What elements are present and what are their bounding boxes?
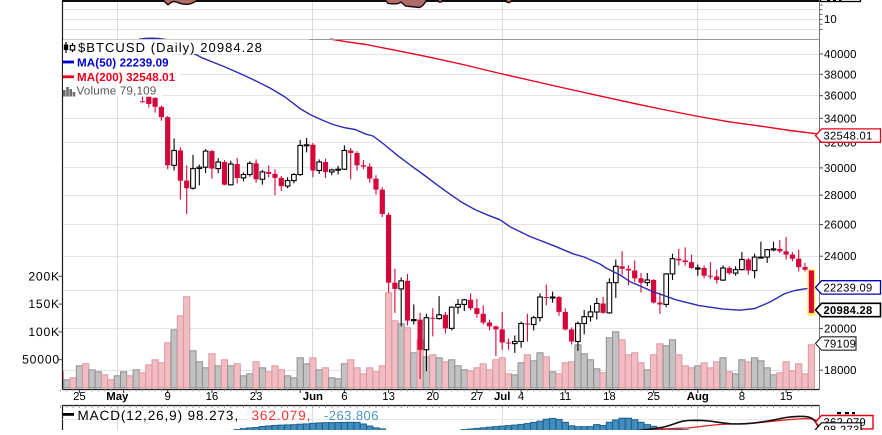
svg-text:4: 4 — [518, 391, 524, 403]
svg-text:15: 15 — [780, 391, 793, 403]
svg-text:30000: 30000 — [824, 163, 857, 175]
svg-text:10: 10 — [824, 14, 837, 26]
svg-text:Volume 79,109: Volume 79,109 — [77, 84, 157, 97]
svg-text:100K: 100K — [28, 325, 60, 339]
svg-text:98.273: 98.273 — [824, 425, 860, 431]
svg-text:20: 20 — [426, 391, 439, 403]
svg-text:32548.01: 32548.01 — [824, 131, 873, 143]
svg-text:40000: 40000 — [824, 49, 857, 61]
svg-text:36000: 36000 — [824, 91, 857, 103]
svg-text:362.079,: 362.079, — [252, 408, 312, 423]
svg-text:26000: 26000 — [824, 220, 857, 232]
svg-text:-263.806: -263.806 — [324, 408, 379, 423]
svg-text:16: 16 — [206, 391, 219, 403]
svg-text:23: 23 — [250, 391, 263, 403]
svg-text:25: 25 — [647, 391, 660, 403]
svg-text:MA(200) 32548.01: MA(200) 32548.01 — [77, 71, 176, 84]
svg-text:$BTCUSD (Daily) 20984.28: $BTCUSD (Daily) 20984.28 — [78, 40, 263, 55]
svg-text:11: 11 — [559, 391, 571, 403]
svg-text:May: May — [106, 391, 129, 403]
svg-text:27: 27 — [471, 391, 484, 403]
svg-text:34000: 34000 — [824, 113, 857, 125]
svg-text:79109: 79109 — [824, 339, 857, 351]
svg-text:Aug: Aug — [687, 391, 709, 403]
svg-text:38000: 38000 — [824, 69, 857, 81]
svg-text:25: 25 — [73, 391, 86, 403]
svg-text:18000: 18000 — [824, 365, 857, 377]
svg-text:20000: 20000 — [824, 323, 857, 335]
svg-text:22239.09: 22239.09 — [824, 282, 873, 294]
svg-text:28000: 28000 — [824, 190, 857, 202]
svg-text:6: 6 — [341, 391, 347, 403]
svg-text:20984.28: 20984.28 — [824, 305, 873, 317]
svg-text:Jun: Jun — [303, 391, 323, 403]
svg-text:18: 18 — [603, 391, 616, 403]
svg-text:9: 9 — [165, 391, 171, 403]
svg-text:13: 13 — [382, 391, 395, 403]
svg-text:8: 8 — [739, 391, 745, 403]
svg-text:24000: 24000 — [824, 251, 857, 263]
svg-text:200K: 200K — [28, 269, 60, 283]
svg-text:MA(50) 22239.09: MA(50) 22239.09 — [77, 56, 169, 69]
svg-text:150K: 150K — [28, 297, 60, 311]
svg-text:Jul: Jul — [494, 391, 510, 403]
svg-text:50000: 50000 — [22, 353, 60, 367]
svg-text:MACD(12,26,9) 98.273,: MACD(12,26,9) 98.273, — [78, 408, 239, 423]
